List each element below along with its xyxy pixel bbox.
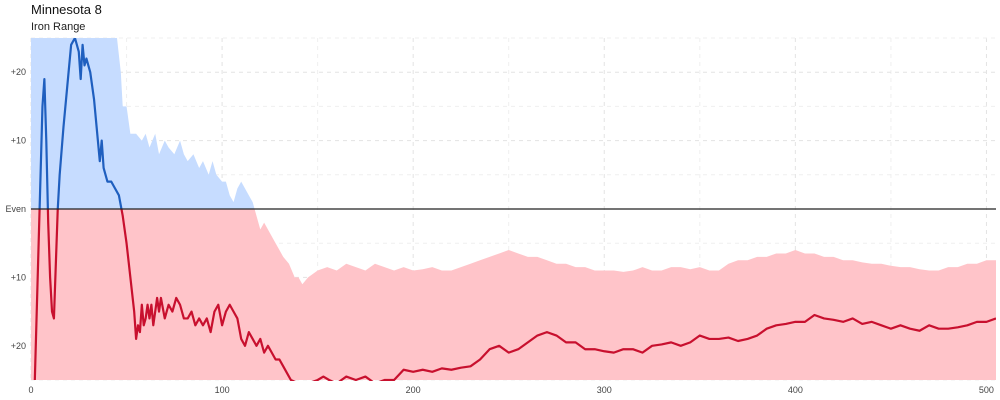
y-tick-label: +10 xyxy=(11,272,26,282)
x-tick-label: 400 xyxy=(788,385,803,395)
band-positive-region xyxy=(31,38,255,209)
chart-title: Minnesota 8 xyxy=(31,2,102,17)
chart-subtitle: Iron Range xyxy=(31,21,86,33)
margin-line-negative-region xyxy=(33,209,996,381)
margin-line-negative xyxy=(33,209,996,381)
margin-line xyxy=(33,38,996,381)
band-positive xyxy=(31,38,255,209)
x-tick-label: 200 xyxy=(406,385,421,395)
x-tick-label: 300 xyxy=(597,385,612,395)
margin-line-positive xyxy=(38,38,123,209)
y-tick-label: +10 xyxy=(11,136,26,146)
x-tick-label: 0 xyxy=(28,385,33,395)
axes: +20 +10 Even +10 +20 0 100 200 300 400 500 xyxy=(5,67,996,395)
margin-line-positive-region xyxy=(38,38,123,209)
x-tick-label: 500 xyxy=(979,385,994,395)
y-tick-label: +20 xyxy=(11,341,26,351)
y-tick-label: Even xyxy=(5,204,26,214)
y-tick-label: +20 xyxy=(11,67,26,77)
x-tick-label: 100 xyxy=(215,385,230,395)
